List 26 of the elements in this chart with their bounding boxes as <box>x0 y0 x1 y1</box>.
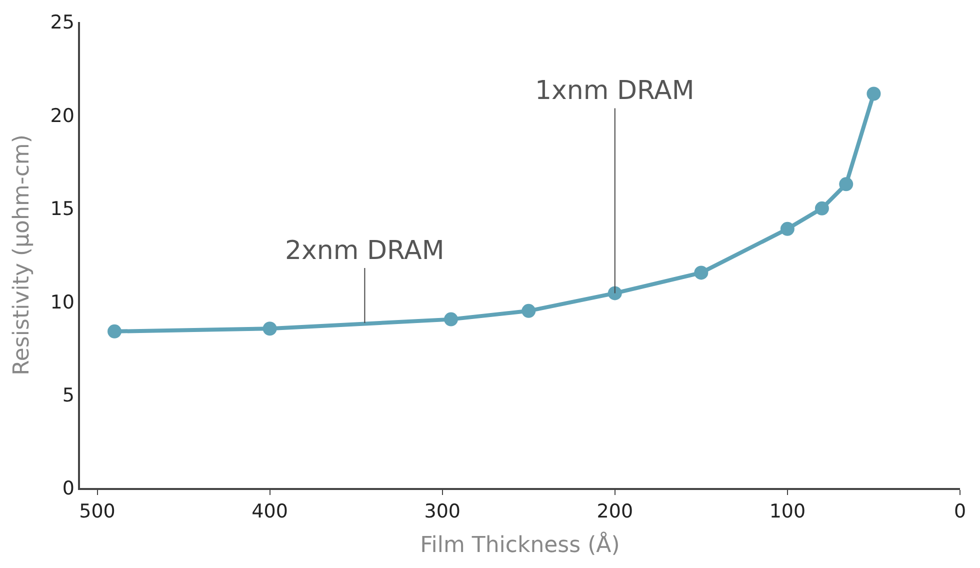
point <box>814 201 829 216</box>
y-tick-label: 20 <box>50 104 74 127</box>
y-tick-label: 10 <box>50 291 74 314</box>
y-tick-label: 5 <box>62 384 74 406</box>
point <box>780 222 794 236</box>
point <box>694 266 708 280</box>
x-tick-label: 200 <box>596 500 634 523</box>
y-tick-label: 0 <box>62 478 74 500</box>
point <box>444 312 458 326</box>
point <box>839 177 854 192</box>
y-axis-title: Resistivity (μohm-cm) <box>10 134 35 376</box>
x-tick-label: 500 <box>79 500 116 523</box>
point <box>108 324 122 338</box>
x-tick-label: 100 <box>769 500 806 523</box>
annotation: 1xnm DRAM <box>535 76 694 106</box>
point <box>262 322 277 336</box>
x-axis-title: Film Thickness (Å) <box>420 530 620 558</box>
y-tick-label: 25 <box>50 12 74 34</box>
y-tick-label: 15 <box>50 198 74 220</box>
x-tick-label: 0 <box>954 500 966 523</box>
x-tick-label: 400 <box>252 500 288 523</box>
point <box>608 286 622 300</box>
point <box>866 86 881 101</box>
x-tick-label: 300 <box>424 500 460 523</box>
point <box>522 304 536 318</box>
annotation: 2xnm DRAM <box>285 236 444 266</box>
